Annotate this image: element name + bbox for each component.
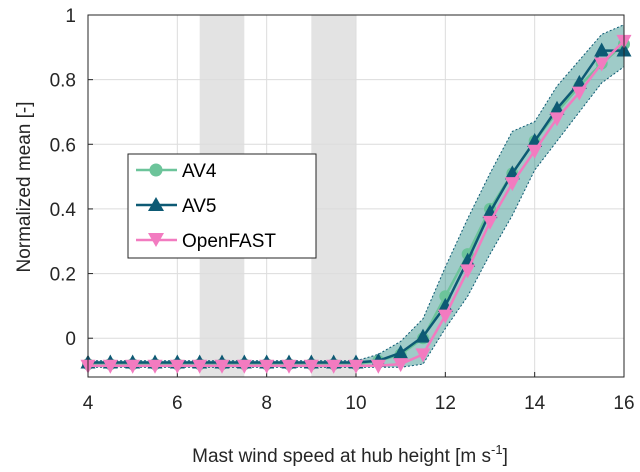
legend-label-av5: AV5 (182, 196, 217, 217)
data-point (169, 359, 185, 374)
uncertainty-band-fill (88, 24, 624, 368)
data-point (393, 344, 409, 359)
data-point (415, 328, 431, 343)
x-tick-label: 16 (613, 393, 634, 414)
x-tick-labels: 4 6 8 10 12 14 16 (83, 393, 635, 414)
x-tick-label: 14 (524, 393, 546, 414)
y-tick-label: 0.2 (50, 265, 76, 286)
data-point (281, 359, 297, 374)
x-tick-label: 4 (83, 393, 94, 414)
legend-entry-av5: AV5 (136, 196, 217, 217)
data-point (504, 177, 520, 192)
data-point (393, 358, 409, 373)
y-tick-label: 0 (65, 329, 76, 350)
data-point (303, 359, 319, 374)
data-point (571, 74, 587, 89)
legend-entry-openfast: OpenFAST (136, 231, 276, 252)
data-point (549, 112, 565, 127)
y-tick-label: 1 (65, 6, 76, 27)
data-point (370, 359, 386, 374)
series-layer (80, 34, 632, 374)
data-point (125, 359, 141, 374)
legend-marker-triangle-down (148, 233, 164, 247)
legend: AV4 AV5 OpenFAST (127, 153, 317, 259)
legend-marker-triangle-up (148, 197, 164, 211)
legend-marker-circle (149, 163, 163, 177)
data-point (192, 359, 208, 374)
y-tick-labels: 0 0.2 0.4 0.6 0.8 1 (50, 6, 77, 350)
data-point (236, 359, 252, 374)
data-point (348, 359, 364, 374)
plot-frame (87, 14, 625, 378)
data-point (594, 57, 610, 72)
x-tick-label: 8 (261, 393, 272, 414)
data-point (326, 359, 342, 374)
data-point (437, 309, 453, 324)
y-tick-label: 0.8 (50, 71, 76, 92)
x-tick-label: 12 (435, 393, 456, 414)
data-point (147, 359, 163, 374)
data-point (415, 348, 431, 363)
data-point (214, 359, 230, 374)
series-openfast (80, 34, 632, 374)
data-point (259, 359, 275, 374)
legend-entry-av4: AV4 (136, 161, 217, 182)
x-tick-label: 6 (172, 393, 183, 414)
y-axis-label: Normalized mean [-] (14, 101, 35, 272)
data-point (571, 86, 587, 101)
data-point (549, 100, 565, 115)
data-point (594, 42, 610, 57)
data-point (482, 215, 498, 230)
data-point (460, 264, 476, 279)
y-tick-label: 0.6 (50, 135, 76, 156)
data-point (102, 359, 118, 374)
shaded-range-1 (311, 15, 356, 377)
legend-label-av4: AV4 (182, 161, 217, 182)
legend-label-openfast: OpenFAST (182, 231, 276, 252)
x-tick-label: 10 (345, 393, 366, 414)
y-tick-label: 0.4 (50, 200, 77, 221)
x-axis-label: Mast wind speed at hub height [m s-1] (192, 442, 508, 467)
data-point (527, 144, 543, 159)
